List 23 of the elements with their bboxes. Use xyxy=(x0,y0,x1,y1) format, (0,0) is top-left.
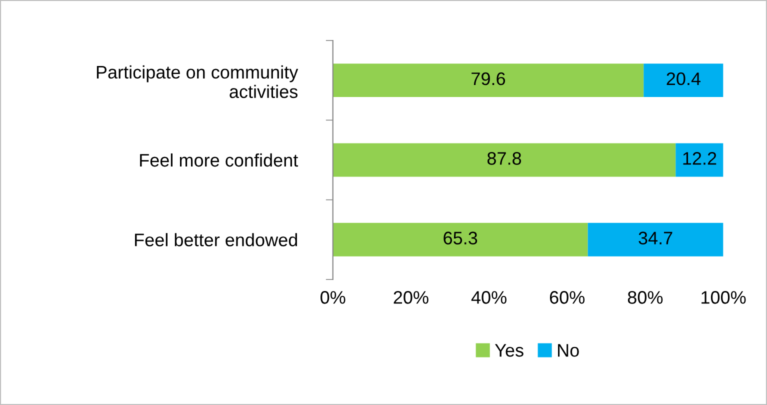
bar xyxy=(332,222,588,256)
data-label: 79.6 xyxy=(472,72,506,86)
y-tick-label: Feel more confident xyxy=(140,153,298,167)
data-label: 34.7 xyxy=(638,232,672,244)
data-label: 65.3 xyxy=(444,232,478,244)
x-tick-label: 20% xyxy=(394,291,428,304)
bar xyxy=(588,222,724,256)
bar xyxy=(332,143,676,177)
x-tick-label: 40% xyxy=(471,291,506,304)
bar xyxy=(332,64,644,98)
data-label: 87.8 xyxy=(487,152,522,165)
x-tick-label: 0% xyxy=(320,291,346,304)
bar xyxy=(644,64,724,98)
bar xyxy=(676,143,724,177)
legend-label: No xyxy=(558,344,579,357)
x-tick-label: 100% xyxy=(702,291,746,304)
data-label: 20.4 xyxy=(666,72,701,86)
y-tick-label: Participate on community activities xyxy=(96,65,298,98)
legend-label: Yes xyxy=(494,344,524,357)
y-tick-label: Feel better endowed xyxy=(135,233,298,246)
data-label: 12.2 xyxy=(683,152,716,165)
x-tick-label: 80% xyxy=(628,291,663,304)
x-tick-label: 60% xyxy=(550,291,585,304)
